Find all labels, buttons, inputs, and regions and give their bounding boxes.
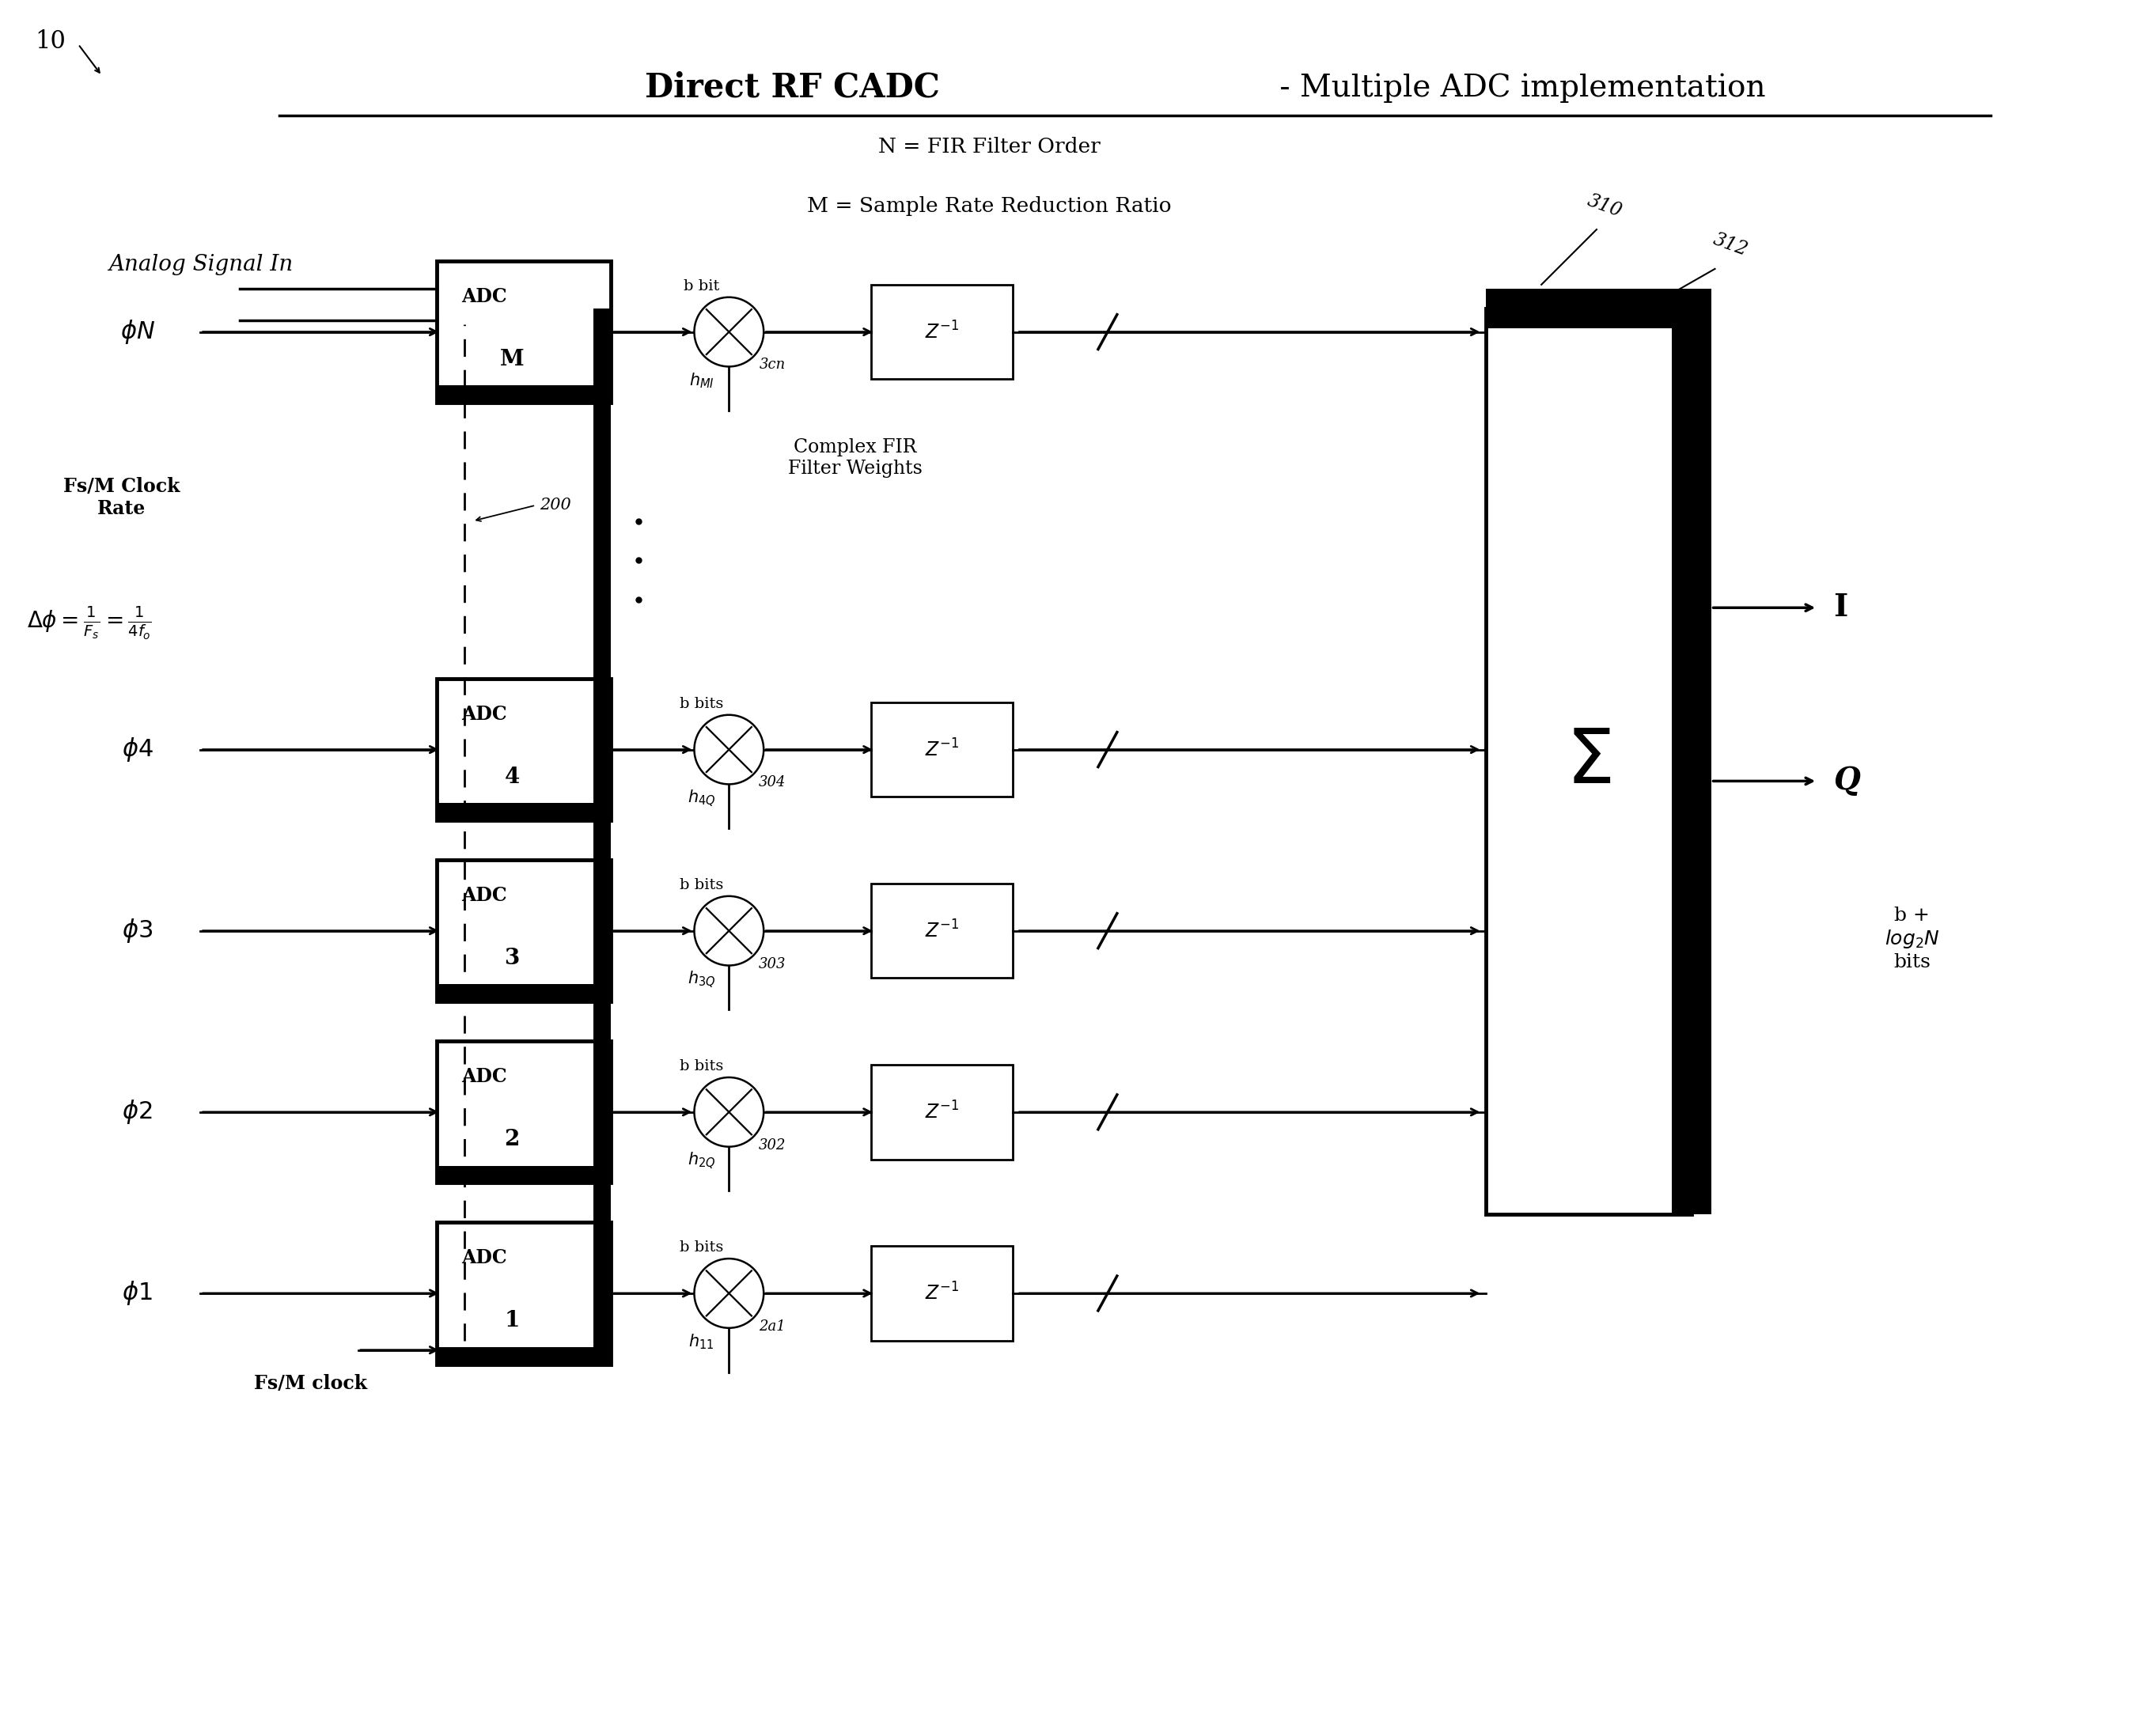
Text: $\Sigma$: $\Sigma$ <box>1565 725 1611 799</box>
Text: 303: 303 <box>759 957 787 971</box>
Text: $\Delta\phi = \frac{1}{F_s} = \frac{1}{4f_o}$: $\Delta\phi = \frac{1}{F_s} = \frac{1}{4… <box>28 606 151 642</box>
Text: ADC: ADC <box>461 886 507 905</box>
Circle shape <box>694 1078 763 1147</box>
Text: 4: 4 <box>505 766 520 787</box>
Bar <box>871 285 1013 379</box>
Text: b bits: b bits <box>679 879 722 893</box>
Text: Analog Signal In: Analog Signal In <box>108 254 293 275</box>
Text: 3cn: 3cn <box>759 358 785 372</box>
Bar <box>1485 308 1690 1214</box>
Text: Complex FIR
Filter Weights: Complex FIR Filter Weights <box>787 438 923 477</box>
Text: 312: 312 <box>1712 230 1751 260</box>
Bar <box>438 386 610 403</box>
Bar <box>1671 308 1712 1214</box>
Circle shape <box>694 298 763 367</box>
Text: $Z^{-1}$: $Z^{-1}$ <box>925 1102 959 1123</box>
Text: 310: 310 <box>1585 192 1623 220</box>
Text: $Z^{-1}$: $Z^{-1}$ <box>925 1282 959 1304</box>
Bar <box>438 984 610 1002</box>
Text: 1: 1 <box>505 1310 520 1332</box>
Text: $Z^{-1}$: $Z^{-1}$ <box>925 920 959 941</box>
Text: 3: 3 <box>505 948 520 969</box>
Text: 2a1: 2a1 <box>759 1320 785 1334</box>
Text: Direct RF CADC: Direct RF CADC <box>645 71 940 104</box>
Bar <box>593 308 610 1365</box>
Text: 302: 302 <box>759 1138 787 1152</box>
Text: ADC: ADC <box>461 1249 507 1268</box>
Text: $h_{11}$: $h_{11}$ <box>688 1332 714 1351</box>
Text: I: I <box>1833 593 1848 623</box>
Text: b bits: b bits <box>679 697 722 711</box>
Text: - Multiple ADC implementation: - Multiple ADC implementation <box>1270 73 1766 102</box>
Text: $h_{3Q}$: $h_{3Q}$ <box>688 969 716 990</box>
Text: ADC: ADC <box>461 704 507 723</box>
Text: b bit: b bit <box>683 279 720 294</box>
Text: $\phi 4$: $\phi 4$ <box>121 735 153 763</box>
Bar <box>438 1223 610 1365</box>
Text: M: M <box>500 349 524 370</box>
Bar <box>438 803 610 820</box>
Text: $\phi 1$: $\phi 1$ <box>123 1280 153 1308</box>
Text: $Z^{-1}$: $Z^{-1}$ <box>925 739 959 759</box>
Text: 2: 2 <box>505 1130 520 1150</box>
Text: $h_{2Q}$: $h_{2Q}$ <box>688 1150 716 1171</box>
Text: b +
$log_2N$
bits: b + $log_2N$ bits <box>1884 907 1940 971</box>
Bar <box>871 702 1013 798</box>
Bar <box>871 1246 1013 1341</box>
Text: $\phi 2$: $\phi 2$ <box>123 1099 153 1126</box>
Bar <box>438 678 610 820</box>
Text: $\phi 3$: $\phi 3$ <box>123 917 153 945</box>
Text: $h_{4Q}$: $h_{4Q}$ <box>688 789 716 808</box>
Text: ADC: ADC <box>461 287 507 306</box>
Bar <box>438 1041 610 1183</box>
Text: M = Sample Rate Reduction Ratio: M = Sample Rate Reduction Ratio <box>806 195 1171 216</box>
Text: $h_{MI}$: $h_{MI}$ <box>688 372 714 389</box>
Bar <box>871 884 1013 977</box>
Circle shape <box>694 1259 763 1329</box>
Text: Fs/M Clock
Rate: Fs/M Clock Rate <box>63 477 179 517</box>
Text: 200: 200 <box>539 498 571 512</box>
Bar <box>438 1166 610 1183</box>
Bar <box>438 860 610 1002</box>
Bar <box>438 261 610 403</box>
Bar <box>1485 289 1712 329</box>
Text: b bits: b bits <box>679 1059 722 1073</box>
Text: $\phi N$: $\phi N$ <box>121 318 155 346</box>
Text: b bits: b bits <box>679 1240 722 1254</box>
Text: N = FIR Filter Order: N = FIR Filter Order <box>877 137 1100 157</box>
Text: ADC: ADC <box>461 1067 507 1086</box>
Circle shape <box>694 896 763 965</box>
Bar <box>438 1348 610 1365</box>
Bar <box>871 1064 1013 1159</box>
Text: Fs/M clock: Fs/M clock <box>254 1374 367 1393</box>
Circle shape <box>694 714 763 784</box>
Text: Q: Q <box>1833 766 1861 796</box>
Text: 10: 10 <box>34 29 65 54</box>
Text: 304: 304 <box>759 775 787 791</box>
Text: $Z^{-1}$: $Z^{-1}$ <box>925 322 959 343</box>
